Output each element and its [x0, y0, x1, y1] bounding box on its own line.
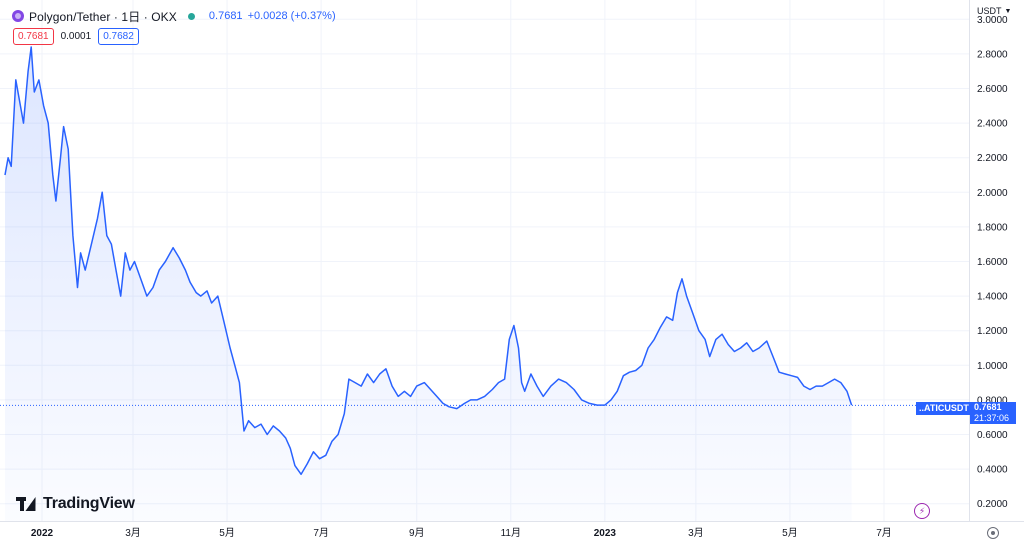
live-status-icon	[187, 12, 195, 20]
y-tick-label: 1.2000	[977, 326, 1008, 337]
x-tick-label: 2023	[594, 528, 617, 539]
tradingview-logo-icon	[16, 497, 41, 511]
chevron-down-icon: ▼	[1004, 7, 1012, 15]
sell-button[interactable]: 0.7681	[13, 28, 54, 45]
x-tick-label: 5月	[219, 527, 235, 539]
price-change: +0.0028 (+0.37%)	[247, 10, 336, 22]
symbol-header[interactable]: Polygon/Tether · 1日 · OKX 0.7681 +0.0028…	[12, 7, 336, 25]
polygon-coin-icon	[12, 10, 24, 22]
y-tick-label: 1.4000	[977, 292, 1008, 303]
last-price-tag: 0.7681 21:37:06	[970, 402, 1016, 424]
flash-icon[interactable]: ⚡	[914, 503, 930, 519]
price-area	[5, 47, 852, 521]
tradingview-logo[interactable]: TradingView	[16, 495, 135, 513]
y-tick-label: 1.0000	[977, 361, 1008, 372]
y-tick-label: 0.4000	[977, 465, 1008, 476]
x-tick-label: 3月	[125, 527, 141, 539]
time-axis[interactable]: 2022 3月 5月 7月 9月 11月 2023 3月 5月 7月	[31, 527, 892, 539]
y-tick-label: 0.6000	[977, 430, 1008, 441]
symbol-title[interactable]: Polygon/Tether · 1日 · OKX	[29, 9, 177, 24]
buy-button[interactable]: 0.7682	[98, 28, 139, 45]
y-tick-label: 0.2000	[977, 499, 1008, 510]
bar-countdown: 21:37:06	[974, 413, 1010, 423]
y-tick-label: 2.0000	[977, 188, 1008, 199]
y-tick-label: 1.6000	[977, 257, 1008, 268]
price-line	[4, 46, 853, 476]
bid-ask-bar: 0.7681 0.0001 0.7682	[13, 28, 139, 45]
gear-icon[interactable]	[987, 527, 999, 539]
x-tick-label: 7月	[876, 527, 892, 539]
y-tick-label: 2.2000	[977, 153, 1008, 164]
x-tick-label: 11月	[501, 527, 521, 539]
currency-selector[interactable]: USDT ▼	[977, 6, 1011, 16]
currency-label: USDT	[977, 6, 1002, 16]
y-tick-label: 2.4000	[977, 119, 1008, 130]
y-tick-label: 1.8000	[977, 222, 1008, 233]
y-tick-label: 2.6000	[977, 84, 1008, 95]
last-price-value: 0.7681	[208, 10, 243, 22]
spread-value: 0.0001	[60, 31, 92, 42]
x-tick-label: 3月	[688, 527, 704, 539]
y-tick-label: 3.0000	[977, 15, 1008, 26]
x-tick-label: 9月	[409, 527, 425, 539]
x-tick-label: 5月	[782, 527, 798, 539]
last-price-tag-value: 0.7681	[974, 402, 1002, 412]
y-tick-label: 2.8000	[977, 49, 1008, 60]
y-tick-label: 0.8000	[977, 395, 1008, 406]
x-tick-label: 2022	[31, 528, 54, 539]
tradingview-wordmark: TradingView	[43, 495, 135, 512]
price-axis[interactable]: 0.2000 0.4000 0.6000 0.8000 1.0000 1.2000 1.40…	[977, 15, 1008, 510]
x-tick-label: 7月	[313, 527, 329, 539]
symbol-price-tag: ..ATICUSDT	[916, 402, 972, 415]
